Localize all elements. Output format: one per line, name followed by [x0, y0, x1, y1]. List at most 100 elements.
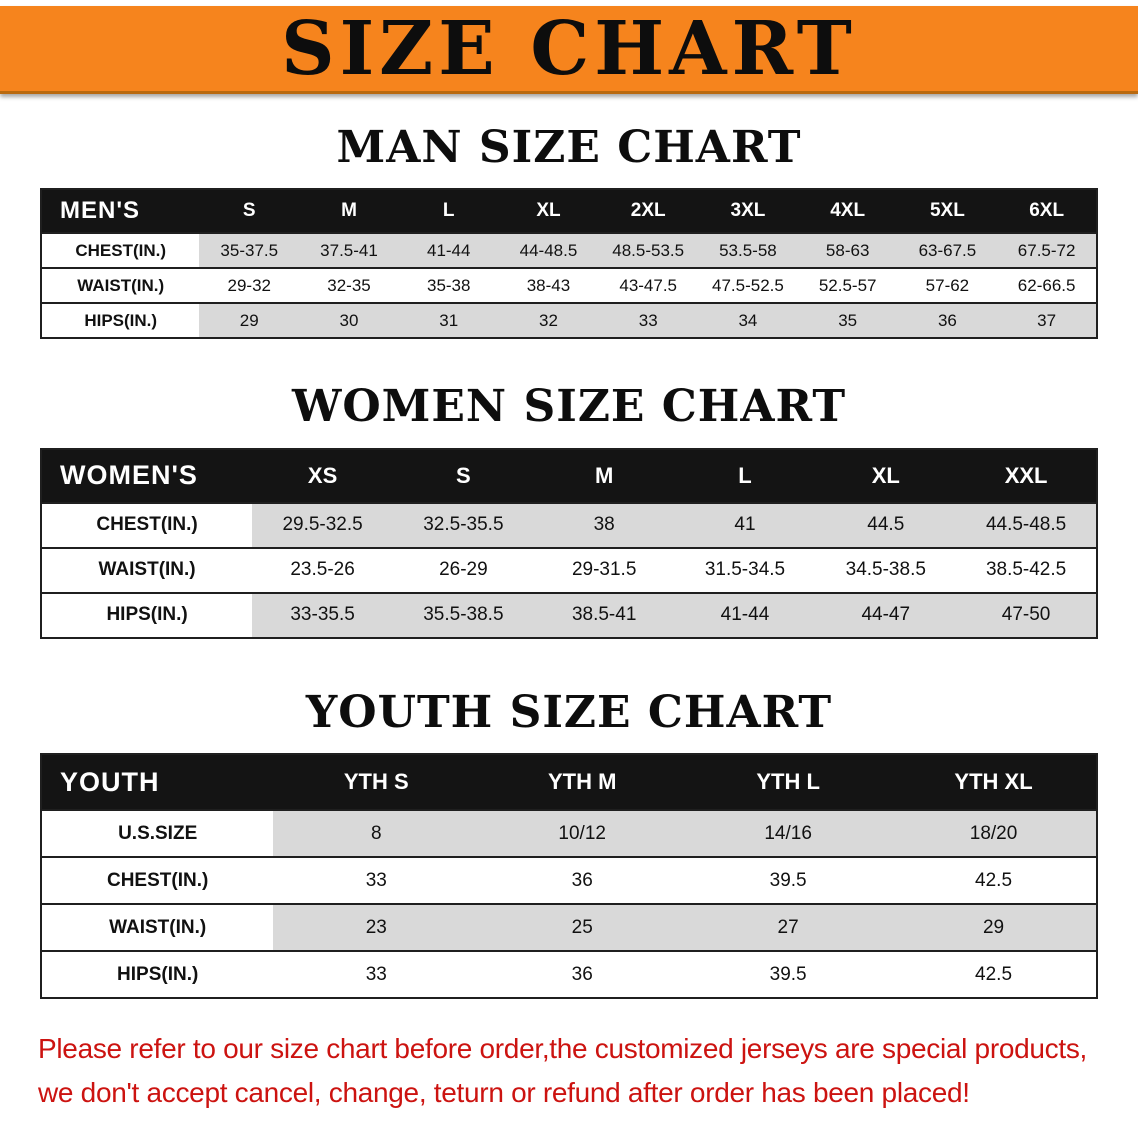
table-row: HIPS(IN.) 33 36 39.5 42.5	[41, 951, 1097, 999]
size-value-cell: 29	[199, 303, 300, 339]
section-youth: YOUTH SIZE CHART YOUTH YTH S YTH M YTH L YTH…	[0, 688, 1138, 1000]
column-header: YTH L	[756, 769, 820, 795]
table-row: WAIST(IN.) 29-32 32-35 35-38 38-43 43-47.5 47.…	[41, 268, 1097, 304]
size-value-cell: 33	[598, 303, 699, 339]
size-value-cell: 38.5-41	[533, 592, 675, 638]
size-value-cell: 29-31.5	[533, 547, 675, 593]
size-value-cell: 36	[479, 951, 686, 999]
size-value-cell: 37.5-41	[299, 233, 399, 269]
size-value-cell: 42.5	[891, 951, 1097, 999]
size-value-cell: 33	[273, 857, 480, 905]
size-chart-page: SIZE CHART MAN SIZE CHART MEN'S S M L XL 2XL 3…	[0, 6, 1138, 1114]
table-row: WAIST(IN.) 23.5-26 26-29 29-31.5 31.5-34.5 34…	[41, 547, 1097, 593]
size-value-cell: 57-62	[897, 268, 998, 304]
table-row: HIPS(IN.) 29 30 31 32 33 34 35 36 37	[41, 303, 1097, 339]
table-title: WOMEN'S	[60, 460, 198, 491]
size-value-cell: 26-29	[392, 547, 534, 593]
size-value-cell: 42.5	[891, 857, 1097, 905]
size-value-cell: 30	[299, 303, 399, 339]
column-header: S	[456, 462, 471, 488]
table-row: U.S.SIZE 8 10/12 14/16 18/20	[41, 810, 1097, 858]
page-title: SIZE CHART	[281, 5, 857, 92]
column-header: S	[242, 200, 256, 222]
row-label: CHEST(IN.)	[41, 502, 253, 548]
size-value-cell: 63-67.5	[897, 233, 998, 269]
column-header: XL	[536, 200, 561, 222]
column-header: YTH M	[547, 769, 617, 795]
column-header: XS	[307, 462, 338, 488]
size-value-cell: 27	[685, 904, 892, 952]
size-value-cell: 34.5-38.5	[815, 547, 957, 593]
men-size-table: MEN'S S M L XL 2XL 3XL 4XL 5XL 6XL CHEST(IN.) 35-37…	[40, 188, 1098, 340]
size-value-cell: 37	[997, 303, 1097, 339]
size-value-cell: 36	[897, 303, 998, 339]
table-row: CHEST(IN.) 29.5-32.5 32.5-35.5 38 41 44.5 44.5…	[41, 502, 1097, 548]
row-label: HIPS(IN.)	[41, 951, 274, 999]
column-header: M	[595, 462, 614, 488]
table-title: YOUTH	[60, 766, 160, 797]
column-header: YTH XL	[954, 769, 1033, 795]
size-value-cell: 38.5-42.5	[956, 547, 1097, 593]
size-value-cell: 38	[533, 502, 675, 548]
column-header: XL	[871, 462, 900, 488]
youth-size-table: YOUTH YTH S YTH M YTH L YTH XL U.S.SIZE 8 10/12…	[40, 753, 1098, 1000]
size-value-cell: 32	[498, 303, 599, 339]
table-header-row: MEN'S S M L XL 2XL 3XL 4XL 5XL 6XL	[41, 189, 1097, 234]
table-row: HIPS(IN.) 33-35.5 35.5-38.5 38.5-41 41-44 44-…	[41, 592, 1097, 638]
size-value-cell: 35	[797, 303, 898, 339]
size-value-cell: 29-32	[199, 268, 300, 304]
size-value-cell: 47-50	[956, 592, 1097, 638]
size-value-cell: 8	[273, 810, 480, 858]
size-value-cell: 62-66.5	[997, 268, 1097, 304]
size-value-cell: 32.5-35.5	[392, 502, 534, 548]
size-value-cell: 58-63	[797, 233, 898, 269]
size-value-cell: 67.5-72	[997, 233, 1097, 269]
size-value-cell: 39.5	[685, 857, 892, 905]
size-value-cell: 31	[398, 303, 499, 339]
size-value-cell: 53.5-58	[698, 233, 798, 269]
size-value-cell: 23	[273, 904, 480, 952]
table-row: CHEST(IN.) 33 36 39.5 42.5	[41, 857, 1097, 905]
size-value-cell: 33	[273, 951, 480, 999]
column-header: 4XL	[830, 200, 866, 222]
size-value-cell: 32-35	[299, 268, 399, 304]
column-header: 2XL	[630, 200, 666, 222]
disclaimer-line-1: Please refer to our size chart before or…	[38, 1033, 1088, 1065]
size-value-cell: 14/16	[685, 810, 892, 858]
section-men: MAN SIZE CHART MEN'S S M L XL 2XL 3XL 4XL 5XL 6XL…	[0, 122, 1138, 340]
size-value-cell: 44-48.5	[498, 233, 599, 269]
column-header: 5XL	[929, 200, 965, 222]
size-value-cell: 35.5-38.5	[392, 592, 534, 638]
size-value-cell: 41-44	[398, 233, 499, 269]
size-value-cell: 36	[479, 857, 686, 905]
men-size-chart-heading: MAN SIZE CHART	[336, 122, 802, 173]
size-value-cell: 23.5-26	[252, 547, 393, 593]
table-header-row: YOUTH YTH S YTH M YTH L YTH XL	[41, 754, 1097, 811]
column-header: 6XL	[1029, 200, 1065, 222]
size-value-cell: 52.5-57	[797, 268, 898, 304]
column-header: M	[341, 200, 357, 222]
column-header: 3XL	[730, 200, 766, 222]
row-label: CHEST(IN.)	[41, 857, 274, 905]
table-title: MEN'S	[60, 197, 141, 225]
size-value-cell: 41-44	[674, 592, 816, 638]
disclaimer-line-2: we don't accept cancel, change, teturn o…	[38, 1076, 970, 1108]
women-size-chart-heading: WOMEN SIZE CHART	[291, 381, 847, 433]
size-value-cell: 44-47	[815, 592, 957, 638]
column-header: YTH S	[343, 769, 409, 795]
size-value-cell: 38-43	[498, 268, 599, 304]
row-label: HIPS(IN.)	[41, 592, 253, 638]
size-value-cell: 29.5-32.5	[252, 502, 393, 548]
table-row: CHEST(IN.) 35-37.5 37.5-41 41-44 44-48.5 48.5…	[41, 233, 1097, 269]
row-label: WAIST(IN.)	[41, 268, 200, 304]
column-header: L	[442, 200, 455, 222]
size-value-cell: 25	[479, 904, 686, 952]
column-header: L	[738, 462, 752, 488]
size-value-cell: 10/12	[479, 810, 686, 858]
row-label: WAIST(IN.)	[41, 904, 274, 952]
row-label: CHEST(IN.)	[41, 233, 200, 269]
size-value-cell: 18/20	[891, 810, 1097, 858]
banner: SIZE CHART	[0, 6, 1138, 94]
column-header: XXL	[1004, 462, 1048, 488]
section-women: WOMEN SIZE CHART WOMEN'S XS S M L XL XXL CHEST(…	[0, 381, 1138, 639]
